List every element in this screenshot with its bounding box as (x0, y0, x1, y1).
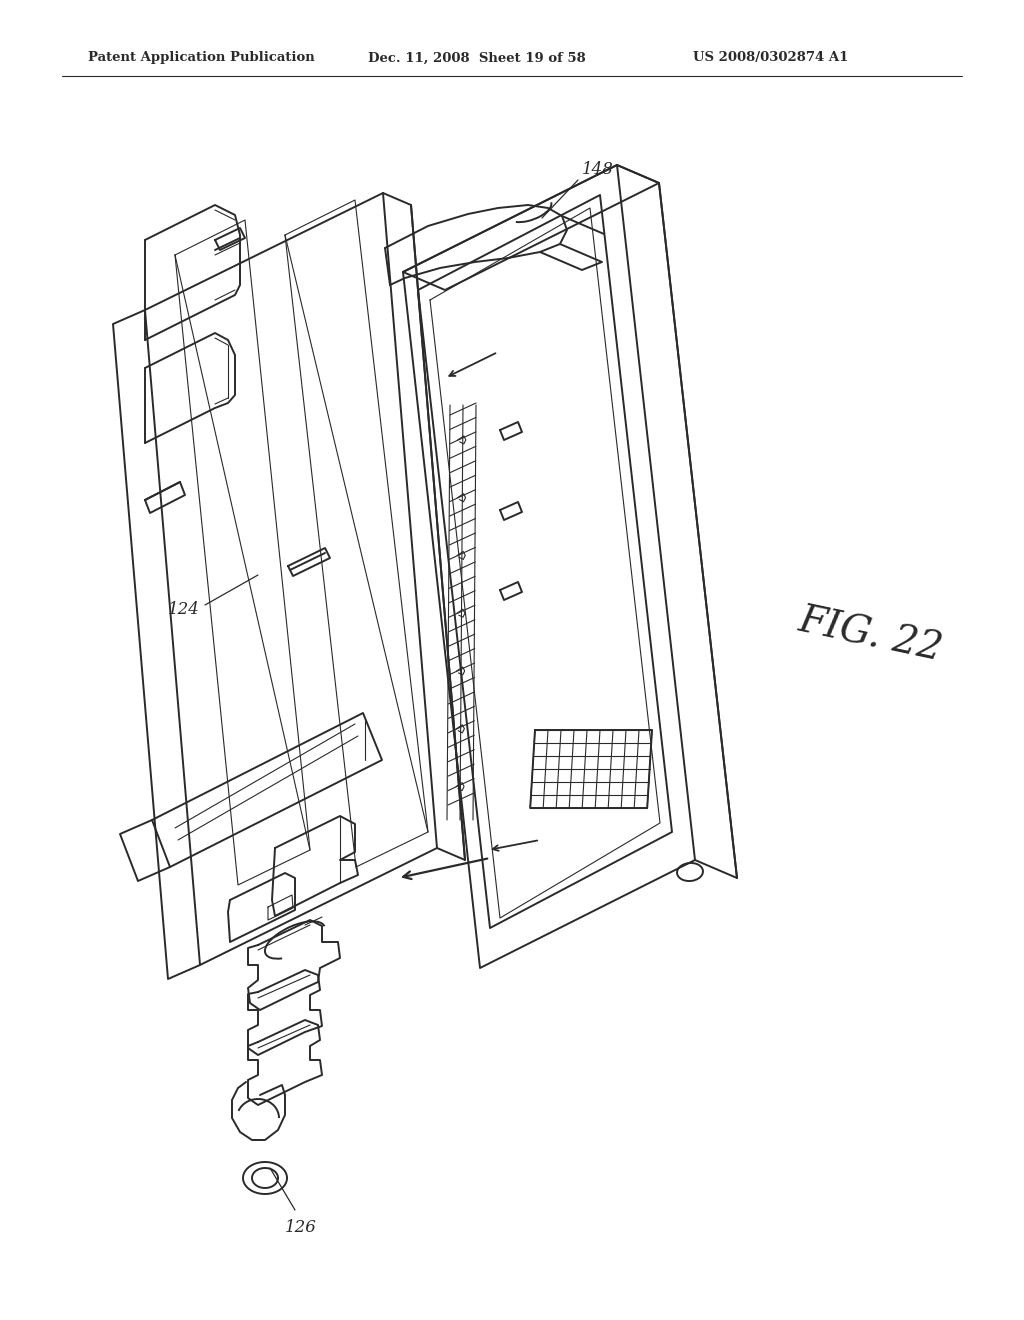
Text: 126: 126 (285, 1220, 316, 1237)
Text: 148: 148 (582, 161, 613, 178)
Text: Dec. 11, 2008  Sheet 19 of 58: Dec. 11, 2008 Sheet 19 of 58 (368, 51, 586, 65)
Text: 124: 124 (168, 602, 200, 619)
Text: FIG. 22: FIG. 22 (795, 602, 946, 668)
Text: Patent Application Publication: Patent Application Publication (88, 51, 314, 65)
Text: US 2008/0302874 A1: US 2008/0302874 A1 (693, 51, 848, 65)
